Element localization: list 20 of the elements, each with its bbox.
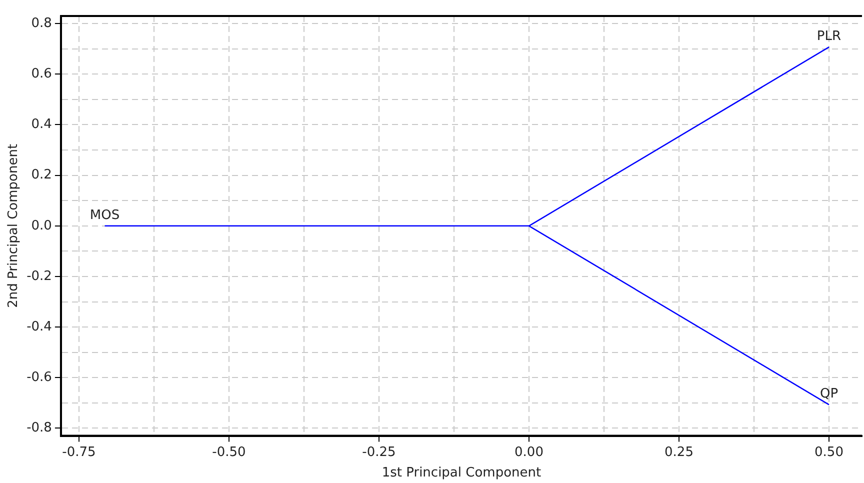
x-tick-label: 0.50 [814,444,844,460]
x-tick-label: 0.25 [664,444,694,460]
series-label: PLR [816,28,842,44]
y-tick-label: -0.4 [26,319,52,334]
y-tick-label: 0.2 [31,168,52,183]
y-tick-label: -0.2 [26,268,52,284]
y-tick-label: 0.8 [31,16,52,31]
series-label: MOS [90,208,120,223]
y-tick-label: 0.4 [31,117,52,132]
y-axis-title: 2nd Principal Component [6,144,22,308]
x-axis-title: 1st Principal Component [382,466,542,481]
series-label: QP [820,386,838,402]
y-tick-label: 0.0 [31,218,52,234]
x-tick-label: 0.00 [514,444,544,460]
x-tick-label: -0.75 [62,444,96,460]
x-tick-label: -0.50 [212,444,246,460]
y-tick-label: -0.8 [26,420,52,436]
y-tick-label: 0.6 [31,66,52,82]
y-tick-label: -0.6 [26,370,52,386]
x-tick-label: -0.25 [362,444,396,460]
